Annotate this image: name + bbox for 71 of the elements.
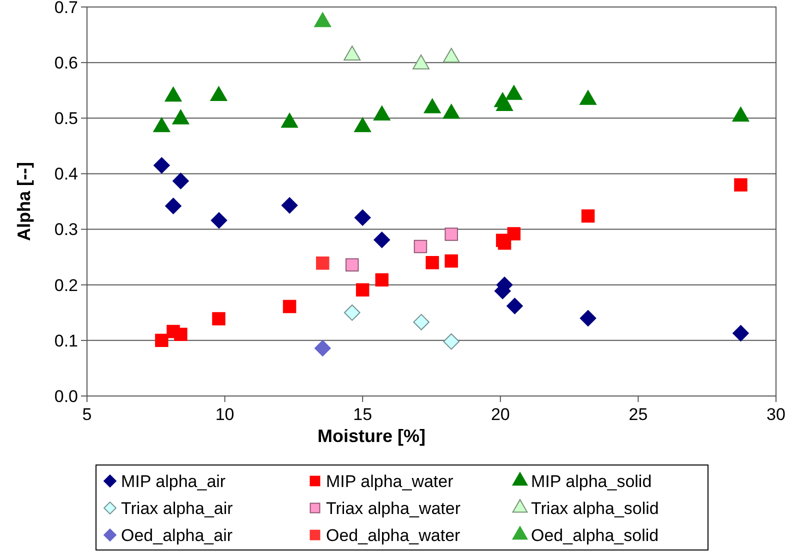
legend-label: Oed_alpha_water <box>326 526 461 545</box>
point <box>344 304 360 321</box>
point <box>424 98 441 114</box>
point <box>375 273 389 286</box>
x-axis-title: Moisture [%] <box>318 426 426 446</box>
y-tick-label: 0.5 <box>54 109 78 128</box>
x-tick-label: 20 <box>490 405 510 424</box>
point <box>444 254 458 268</box>
point <box>314 340 331 356</box>
legend-label: Oed_alpha_solid <box>531 526 659 545</box>
point <box>210 212 228 229</box>
point <box>316 256 330 270</box>
point <box>414 240 428 254</box>
point <box>413 314 430 330</box>
legend-label: MIP alpha_solid <box>531 472 652 491</box>
legend-label: Triax alpha_water <box>326 498 461 518</box>
point <box>155 334 168 348</box>
point <box>442 48 460 63</box>
point <box>165 198 182 214</box>
legend-label: Triax alpha_air <box>121 498 234 518</box>
legend-label: Triax alpha_solid <box>531 498 659 518</box>
point <box>346 258 359 272</box>
y-tick-label: 0.3 <box>54 220 78 240</box>
x-tick-label: 30 <box>766 405 786 424</box>
legend-label: MIP alpha_water <box>326 472 454 491</box>
point <box>210 86 228 102</box>
point <box>443 333 460 350</box>
y-tick-label: 0.0 <box>54 386 78 406</box>
point <box>496 96 514 112</box>
point <box>507 227 521 240</box>
point <box>581 209 595 223</box>
point <box>373 106 390 120</box>
point <box>505 85 522 100</box>
point <box>172 110 190 124</box>
legend-label: MIP alpha_air <box>121 472 226 491</box>
legend-label: Oed_alpha_air <box>121 526 233 545</box>
point <box>506 298 523 314</box>
point <box>426 256 439 270</box>
point <box>282 300 296 314</box>
x-tick-label: 25 <box>628 405 648 424</box>
point <box>281 197 298 214</box>
point <box>154 157 170 174</box>
point <box>374 232 390 248</box>
point <box>412 54 430 70</box>
point <box>356 283 370 296</box>
point <box>442 104 460 119</box>
y-tick-label: 0.1 <box>54 331 78 350</box>
point <box>212 312 226 326</box>
point <box>732 325 749 342</box>
point <box>580 90 597 105</box>
point <box>153 117 170 132</box>
x-tick-label: 15 <box>353 405 372 424</box>
point <box>734 178 748 192</box>
point <box>354 209 371 226</box>
point <box>174 328 188 341</box>
y-axis-title: Alpha [--] <box>14 162 34 241</box>
point <box>164 86 182 102</box>
y-tick-label: 0.2 <box>54 276 78 295</box>
point <box>580 310 596 326</box>
point <box>354 117 372 132</box>
point <box>281 112 298 128</box>
point <box>172 172 189 190</box>
point <box>344 46 361 60</box>
y-tick-label: 0.7 <box>54 0 78 17</box>
y-tick-label: 0.4 <box>54 164 78 184</box>
x-tick-label: 10 <box>215 405 234 424</box>
x-tick-label: 5 <box>82 405 92 424</box>
point <box>732 106 750 122</box>
point <box>314 12 332 28</box>
y-tick-label: 0.6 <box>54 54 78 73</box>
point <box>444 228 458 241</box>
